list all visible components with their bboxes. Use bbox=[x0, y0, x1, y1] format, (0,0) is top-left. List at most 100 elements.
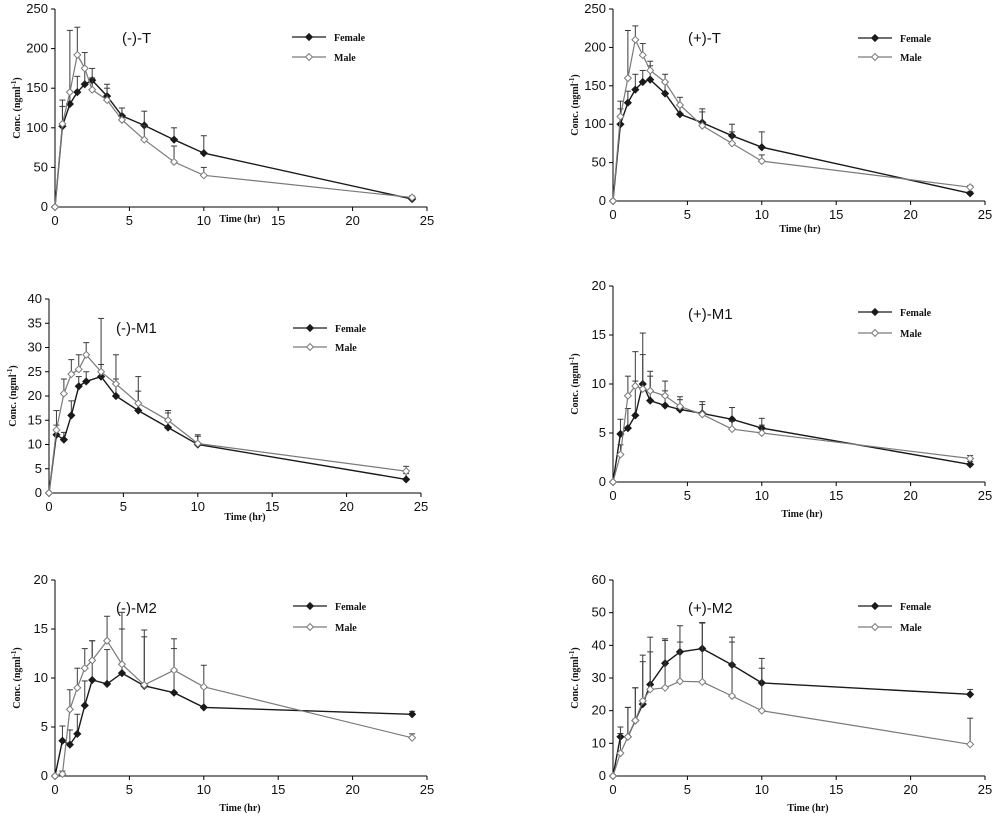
data-point bbox=[646, 396, 655, 405]
y-tick-label: 25 bbox=[28, 364, 42, 379]
data-point bbox=[80, 80, 89, 89]
x-tick-label: 15 bbox=[265, 499, 279, 514]
data-point bbox=[88, 656, 97, 665]
x-tick-label: 10 bbox=[755, 488, 769, 503]
x-tick-label: 20 bbox=[903, 207, 917, 222]
data-point bbox=[631, 35, 640, 44]
series-line bbox=[612, 385, 971, 483]
x-tick-label: 10 bbox=[197, 213, 211, 228]
legend-marker bbox=[870, 307, 880, 317]
y-tick-label: 150 bbox=[584, 78, 606, 93]
data-point bbox=[80, 664, 89, 673]
legend-marker bbox=[304, 32, 314, 42]
data-point bbox=[660, 89, 670, 98]
series-female: Female bbox=[50, 601, 417, 781]
data-point bbox=[82, 377, 91, 386]
x-tick-label: 25 bbox=[420, 213, 434, 228]
x-tick-label: 25 bbox=[978, 207, 992, 222]
data-point bbox=[623, 74, 632, 83]
data-point bbox=[117, 668, 127, 678]
legend-label: Female bbox=[900, 308, 932, 319]
data-point bbox=[102, 95, 112, 105]
data-point bbox=[638, 77, 647, 87]
data-point bbox=[96, 372, 106, 381]
data-point bbox=[608, 477, 618, 487]
data-point bbox=[616, 749, 625, 758]
chart-panel-1: 0 50 100 150 200 250 0 5 10 15 20 25 (-)-T Conc. (ngm… bbox=[10, 1, 434, 228]
data-point bbox=[727, 424, 737, 434]
x-axis-label: Time (hr) bbox=[219, 803, 260, 814]
legend-label: Male bbox=[900, 623, 922, 634]
data-point bbox=[631, 411, 640, 420]
data-point bbox=[82, 350, 91, 359]
y-tick-label: 50 bbox=[592, 605, 606, 620]
data-point bbox=[52, 425, 61, 435]
y-tick-label: 100 bbox=[26, 120, 48, 135]
series-line bbox=[612, 680, 971, 777]
y-tick-label: 50 bbox=[592, 155, 606, 170]
chart-title: (-)-M1 bbox=[116, 320, 157, 337]
x-tick-label: 25 bbox=[978, 488, 992, 503]
data-point bbox=[58, 769, 67, 779]
y-axis-label: Conc. (ngml-1) bbox=[568, 74, 581, 135]
y-axis-label: Conc. (ngml-1) bbox=[568, 647, 581, 708]
data-point bbox=[631, 381, 640, 391]
data-point bbox=[623, 732, 632, 741]
y-tick-label: 60 bbox=[592, 572, 606, 587]
data-point bbox=[408, 733, 417, 742]
data-point bbox=[80, 64, 89, 73]
legend-label: Female bbox=[335, 324, 367, 335]
data-point bbox=[88, 85, 97, 94]
data-point bbox=[73, 50, 82, 60]
y-tick-label: 5 bbox=[35, 461, 42, 476]
series-male: Male bbox=[608, 328, 975, 487]
series-line bbox=[612, 381, 971, 483]
data-point bbox=[638, 50, 647, 60]
data-point bbox=[638, 696, 647, 705]
x-tick-label: 0 bbox=[51, 782, 58, 797]
chart-title: (+)-T bbox=[688, 30, 721, 47]
series-line bbox=[48, 375, 407, 494]
data-point bbox=[675, 100, 685, 110]
series-line bbox=[54, 639, 413, 777]
x-axis-label: Time (hr) bbox=[787, 803, 828, 814]
chart-panel-5: 0 5 10 15 20 0 5 10 15 20 25 (-)-M2 Conc. (ngml-1) Ti… bbox=[10, 572, 434, 814]
data-point bbox=[50, 202, 60, 212]
data-point bbox=[58, 736, 67, 745]
x-tick-label: 10 bbox=[755, 782, 769, 797]
legend-marker bbox=[870, 52, 880, 62]
data-point bbox=[74, 382, 83, 391]
y-tick-label: 100 bbox=[584, 116, 606, 131]
data-point bbox=[402, 475, 411, 484]
legend-label: Male bbox=[335, 623, 357, 634]
data-point bbox=[660, 391, 670, 400]
data-point bbox=[111, 391, 121, 401]
y-tick-label: 10 bbox=[592, 735, 606, 750]
y-tick-label: 5 bbox=[41, 719, 48, 734]
data-point bbox=[608, 771, 618, 781]
data-point bbox=[638, 384, 647, 394]
data-point bbox=[966, 740, 975, 749]
x-tick-label: 25 bbox=[420, 782, 434, 797]
data-point bbox=[757, 143, 766, 152]
series-line bbox=[612, 78, 971, 202]
chart-title: (-)-M2 bbox=[116, 600, 157, 617]
data-point bbox=[96, 367, 106, 376]
data-point bbox=[660, 401, 670, 410]
data-point bbox=[757, 156, 766, 166]
chart-title: (-)-T bbox=[122, 30, 151, 47]
data-point bbox=[73, 683, 82, 692]
y-tick-label: 20 bbox=[34, 572, 48, 587]
data-point bbox=[163, 416, 173, 425]
y-tick-label: 0 bbox=[35, 485, 42, 500]
data-point bbox=[80, 701, 89, 710]
data-point bbox=[134, 399, 143, 408]
data-point bbox=[199, 703, 208, 712]
y-tick-label: 15 bbox=[592, 327, 606, 342]
data-point bbox=[631, 716, 640, 725]
data-point bbox=[52, 430, 61, 439]
data-point bbox=[616, 112, 625, 121]
data-point bbox=[675, 110, 685, 119]
legend-marker bbox=[305, 342, 315, 352]
y-tick-label: 0 bbox=[41, 199, 48, 214]
